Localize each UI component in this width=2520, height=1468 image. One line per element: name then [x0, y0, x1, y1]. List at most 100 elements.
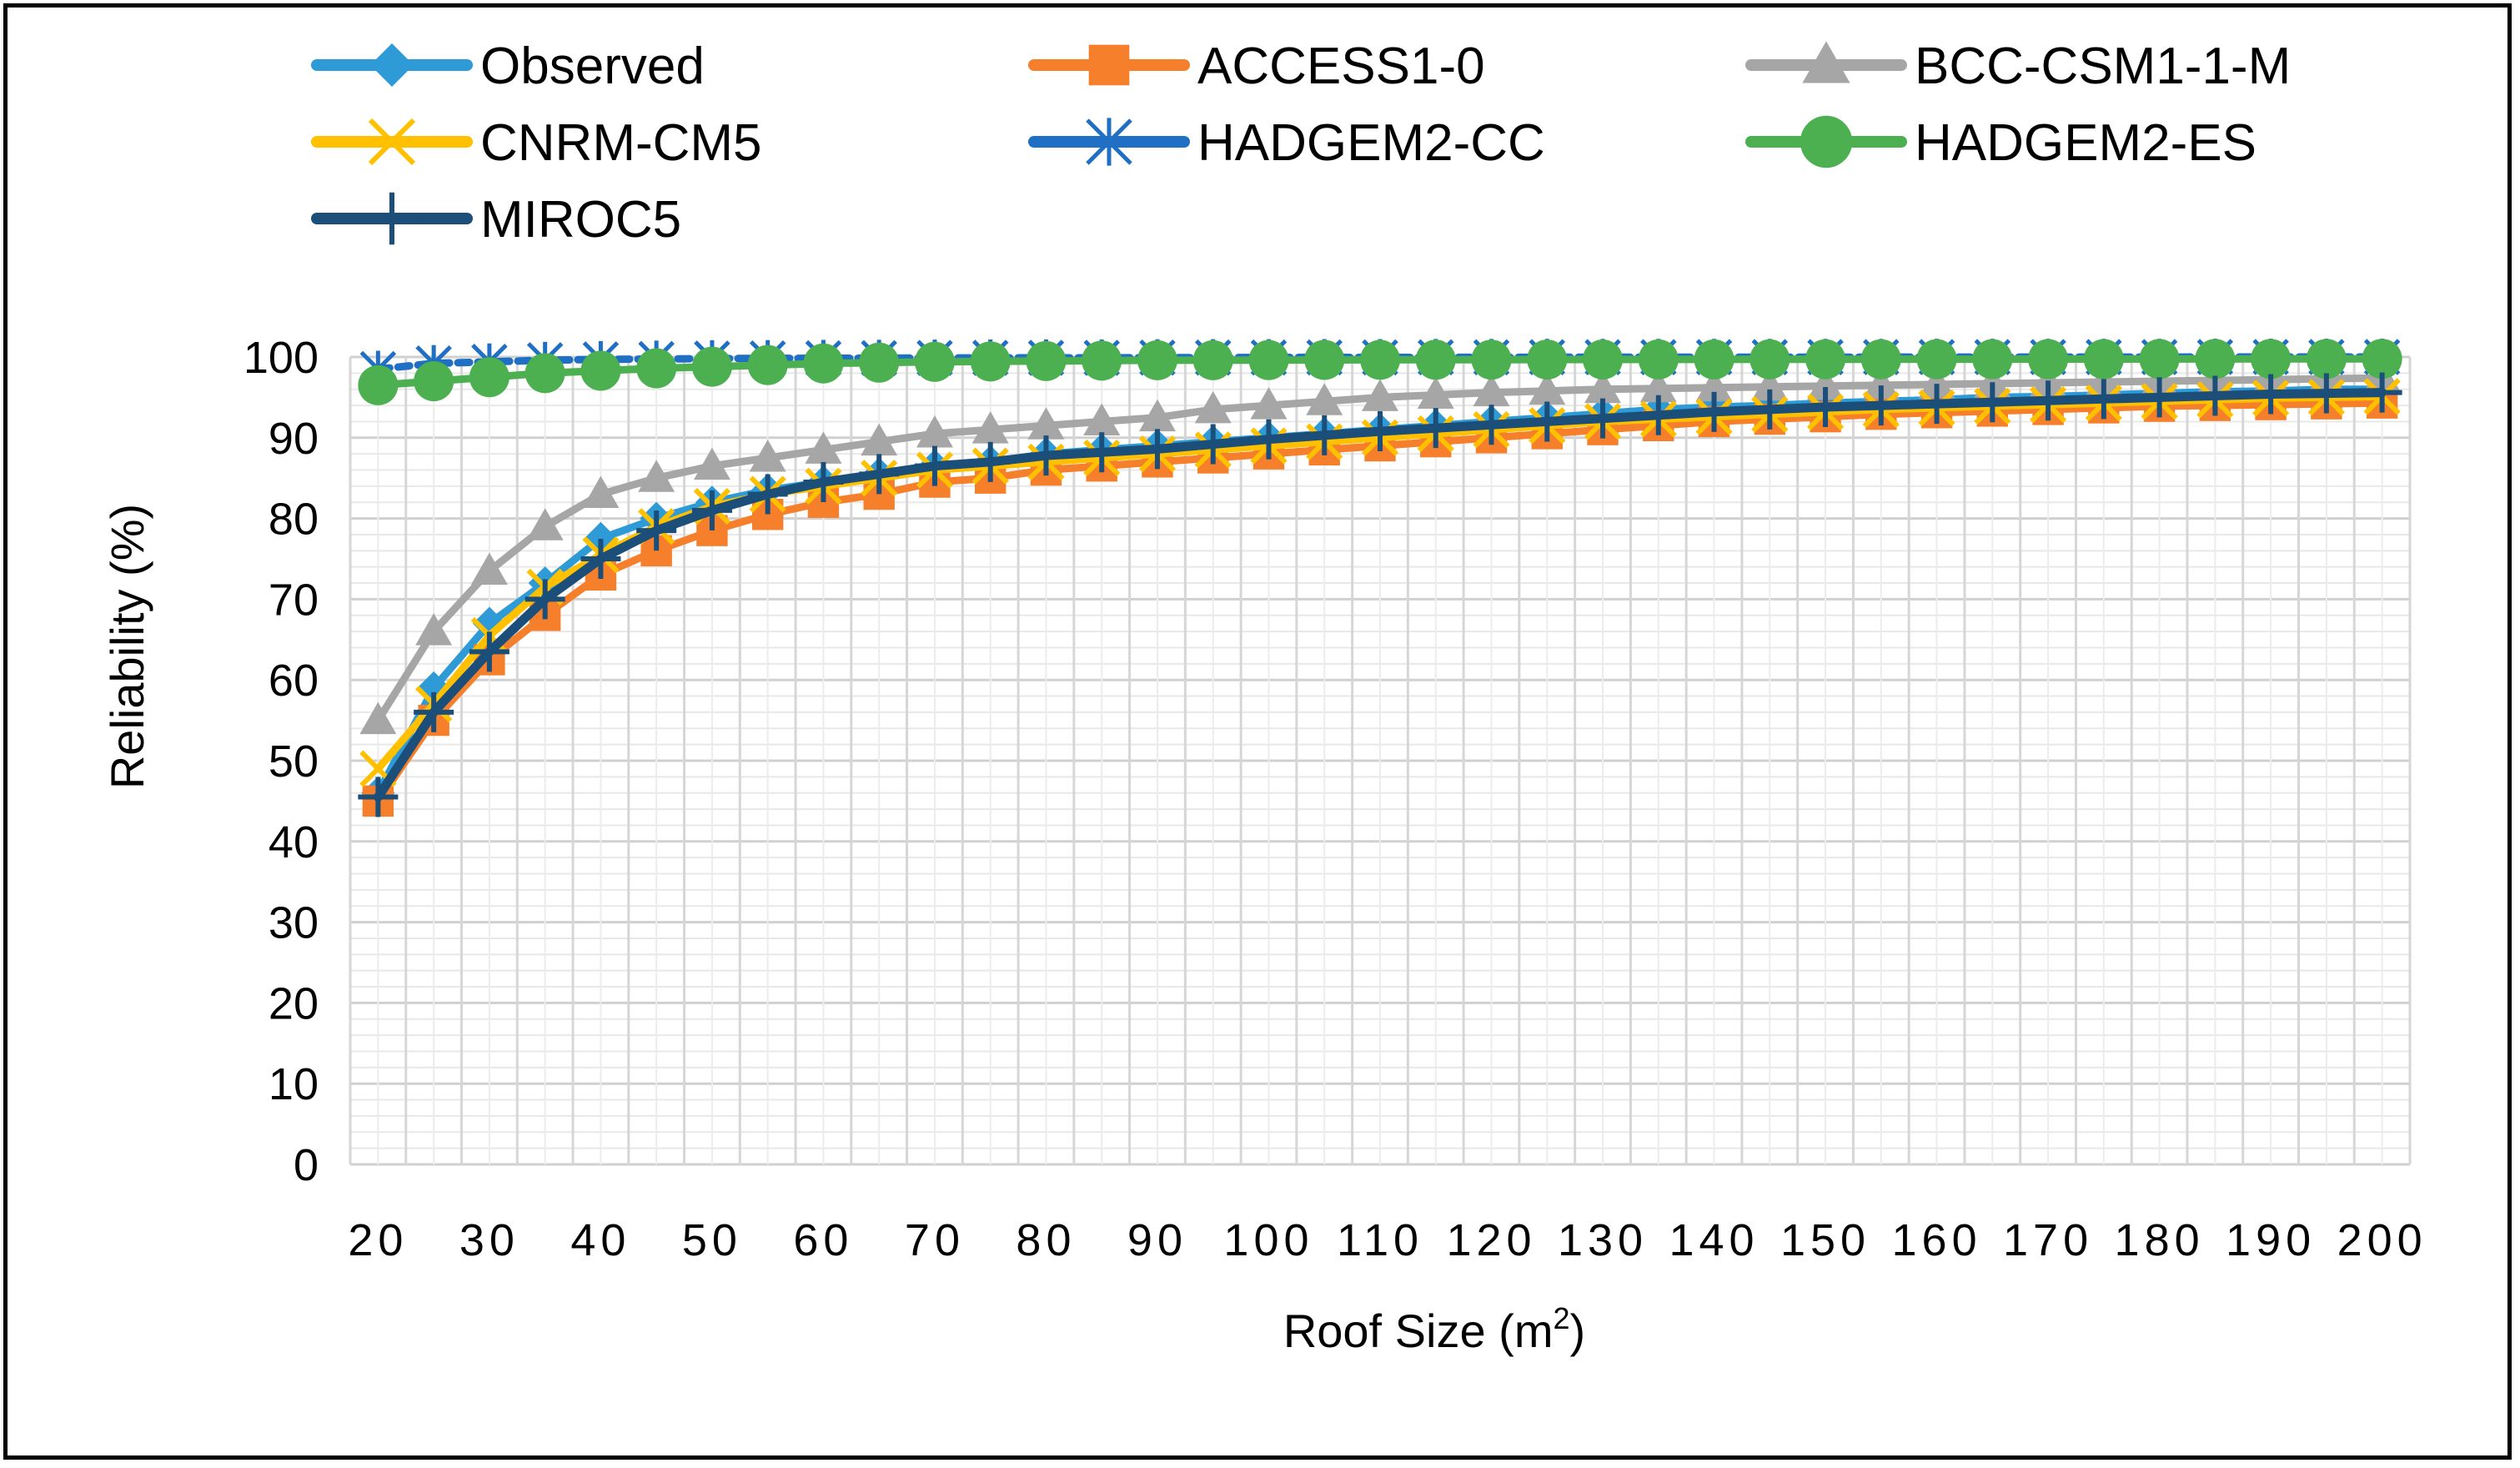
- series-miroc5: [358, 372, 2402, 817]
- triangle-marker: [1974, 364, 2011, 398]
- triangle-marker: [1194, 390, 1232, 424]
- triangle-marker: [1751, 368, 1789, 401]
- circle-marker: [2028, 339, 2069, 380]
- circle-marker: [914, 341, 955, 382]
- circle-marker: [469, 357, 510, 398]
- plus-marker: [365, 192, 419, 245]
- plus-marker: [2028, 380, 2069, 421]
- triangle-marker: [861, 423, 898, 456]
- plus-marker: [2306, 373, 2347, 414]
- circle-marker: [747, 344, 788, 385]
- triangle-marker: [359, 701, 397, 735]
- legend-label: CNRM-CM5: [480, 114, 762, 172]
- x-tick-label: 120: [1446, 1215, 1536, 1265]
- x-tick-label: 90: [1127, 1215, 1187, 1265]
- plus-marker: [414, 691, 454, 732]
- triangle-marker: [638, 460, 675, 492]
- y-tick-label: 40: [269, 817, 319, 867]
- circle-marker: [1082, 340, 1122, 381]
- plus-marker: [1026, 435, 1067, 476]
- series-hadgem2-es: [358, 339, 2402, 405]
- plus-marker: [358, 777, 399, 817]
- x-tick-label: 60: [793, 1215, 853, 1265]
- triangle-marker: [415, 613, 453, 646]
- plus-marker: [636, 510, 677, 551]
- diamond-marker: [370, 43, 414, 87]
- triangle-marker: [470, 552, 508, 586]
- triangle-marker: [582, 475, 620, 509]
- legend-item: MIROC5: [311, 191, 681, 249]
- triangle-marker: [916, 415, 953, 448]
- legend-item: HADGEM2-CC: [1028, 114, 1545, 172]
- triangle-marker: [1862, 366, 1900, 400]
- plus-marker: [1694, 391, 1734, 432]
- plus-marker: [1972, 382, 2013, 423]
- plus-marker: [1916, 384, 1957, 425]
- plus-marker: [1638, 395, 1679, 435]
- circle-marker: [2195, 339, 2236, 380]
- y-tick-label: 0: [294, 1140, 319, 1190]
- plus-marker: [1805, 387, 1846, 428]
- triangle-marker: [1362, 379, 1398, 411]
- circle-marker: [1471, 339, 1512, 380]
- plus-marker: [914, 445, 955, 486]
- circle-marker: [1694, 339, 1734, 380]
- x-marker: [368, 118, 416, 166]
- circle-marker: [1026, 340, 1067, 381]
- circle-marker: [1192, 339, 1233, 380]
- star-marker: [1086, 118, 1132, 166]
- triangle-marker: [1138, 399, 1176, 432]
- circle-marker: [525, 353, 565, 394]
- legend-item: Observed: [311, 38, 705, 95]
- y-tick-label: 60: [269, 656, 319, 706]
- plus-marker: [1471, 405, 1512, 445]
- plus-marker: [1192, 424, 1233, 465]
- plus-marker: [469, 631, 510, 672]
- y-tick-label: 80: [269, 495, 319, 545]
- plus-marker: [2362, 372, 2402, 413]
- circle-marker: [1638, 339, 1679, 380]
- plus-marker: [2139, 377, 2180, 418]
- triangle-marker: [1802, 41, 1850, 83]
- triangle-marker: [1807, 367, 1845, 400]
- circle-marker: [803, 343, 844, 384]
- circle-marker: [1137, 339, 1177, 380]
- plus-marker: [747, 474, 788, 515]
- circle-marker: [580, 350, 621, 391]
- axes: 0 10 20 30 40 50 60 70 80 90 100 20 30 40 50 60 70 80 90 10…: [243, 333, 2422, 1265]
- x-tick-label: 190: [2226, 1215, 2316, 1265]
- triangle-marker: [1250, 387, 1288, 420]
- plus-marker: [2083, 379, 2124, 420]
- legend-label: Observed: [480, 38, 705, 95]
- square-marker: [1088, 44, 1130, 86]
- legend-label: BCC-CSM1-1-M: [1915, 38, 2291, 95]
- circle-marker: [2251, 339, 2292, 380]
- y-tick-label: 50: [269, 737, 319, 787]
- x-axis-title-close: ): [1570, 1305, 1586, 1357]
- x-tick-label: 110: [1337, 1215, 1423, 1265]
- x-tick-label: 150: [1780, 1215, 1870, 1265]
- plus-marker: [2251, 374, 2292, 415]
- legend-label: HADGEM2-CC: [1197, 114, 1545, 172]
- plus-marker: [970, 441, 1011, 482]
- circle-marker: [2139, 339, 2180, 380]
- triangle-marker: [1584, 370, 1622, 404]
- x-axis-title-sup: 2: [1553, 1301, 1569, 1335]
- y-tick-label: 70: [269, 575, 319, 625]
- circle-marker: [1972, 339, 2013, 380]
- circle-marker: [1415, 339, 1456, 380]
- x-tick-label: 80: [1016, 1215, 1076, 1265]
- x-tick-label: 160: [1892, 1215, 1982, 1265]
- x-tick-label: 20: [348, 1215, 408, 1265]
- circle-marker: [691, 346, 732, 387]
- x-tick-label: 70: [905, 1215, 965, 1265]
- triangle-marker: [1083, 403, 1121, 435]
- plus-marker: [1415, 408, 1456, 449]
- y-tick-label: 10: [269, 1059, 319, 1109]
- x-axis-title-main: Roof Size (m: [1283, 1305, 1554, 1357]
- triangle-marker: [693, 447, 730, 480]
- circle-marker: [2362, 339, 2402, 380]
- y-tick-label: 30: [269, 898, 319, 948]
- circle-marker: [1916, 339, 1957, 380]
